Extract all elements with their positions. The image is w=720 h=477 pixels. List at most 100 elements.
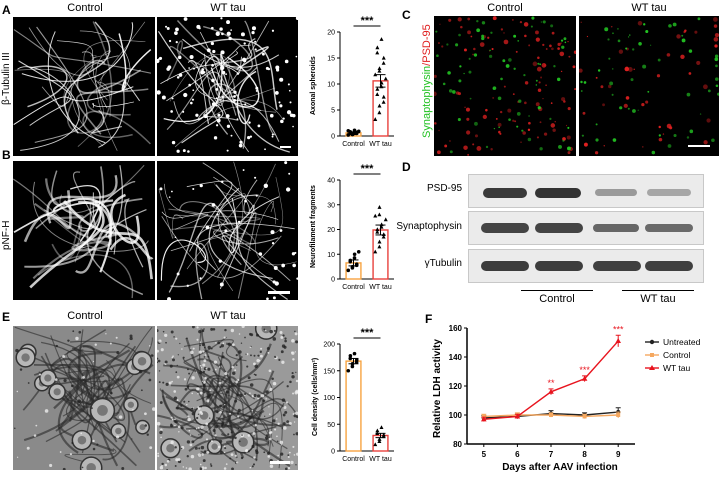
panel-c-channel-label: Synaptophysin/PSD-95 bbox=[421, 24, 433, 138]
panel-b-stain-label: pNF-H bbox=[1, 220, 12, 250]
panel-e-point-control bbox=[348, 353, 353, 358]
panel-a-point-wttau bbox=[381, 100, 386, 104]
blot-group-label-control: Control bbox=[539, 293, 575, 305]
panel-a-point-wttau bbox=[381, 61, 386, 65]
panel-f-chart-ylabel: Relative LDH activity bbox=[432, 339, 443, 438]
panel-e-point-wttau bbox=[381, 432, 386, 437]
panel-e-ytick-label: 150 bbox=[323, 368, 335, 375]
blot-group-label-wttau: WT tau bbox=[640, 293, 676, 305]
panel-b-point-wttau bbox=[373, 213, 378, 218]
panel-e-point-control bbox=[350, 361, 355, 366]
panel-a-ytick-label: 15 bbox=[327, 56, 335, 63]
panel-b-ytick-label: 20 bbox=[327, 227, 335, 234]
panel-f-legend-label-control: Control bbox=[663, 350, 691, 360]
panel-f-ytick-label: 140 bbox=[449, 353, 463, 362]
panel-a-ytick-label: 10 bbox=[327, 82, 335, 89]
blot-row-gtubulin bbox=[468, 249, 704, 283]
panel-b-point-wttau bbox=[381, 234, 386, 239]
panel-f-ytick-label: 80 bbox=[453, 440, 462, 449]
panel-f-point-wttau bbox=[548, 388, 554, 394]
panel-a-scale-bar bbox=[280, 146, 291, 148]
panel-e-point-control bbox=[352, 351, 357, 356]
panel-b-point-wttau bbox=[373, 249, 378, 254]
panel-e-header-control: Control bbox=[67, 310, 103, 322]
panel-label-e: E bbox=[2, 310, 11, 324]
panel-f-chart-xlabel: Days after AAV infection bbox=[502, 462, 618, 473]
panel-a-header-wttau: WT tau bbox=[210, 2, 246, 14]
panel-b-scale-bar bbox=[268, 291, 290, 294]
blot-label-synaptophysin: Synaptophysin bbox=[396, 221, 462, 232]
panel-c-label-synaptophysin: Synaptophysin bbox=[421, 65, 433, 138]
panel-e-point-wttau bbox=[373, 442, 378, 447]
panel-a-point-control bbox=[348, 131, 353, 136]
blot-label-gtubulin: γTubulin bbox=[424, 258, 462, 269]
panel-c-control-micrograph bbox=[434, 16, 576, 156]
panel-e-point-wttau bbox=[375, 428, 380, 433]
panel-f-sig-label: *** bbox=[579, 365, 590, 375]
panel-b-point-wttau bbox=[379, 224, 384, 229]
panel-c-scale-bar bbox=[688, 145, 710, 147]
panel-label-c: C bbox=[402, 8, 411, 22]
panel-b-point-wttau bbox=[377, 205, 382, 209]
panel-f-xtick-label: 7 bbox=[549, 450, 554, 459]
panel-b-point-control bbox=[356, 249, 361, 254]
panel-e-point-control bbox=[348, 356, 353, 361]
panel-a-xtick-label: WT tau bbox=[369, 141, 392, 148]
panel-f-point-wttau bbox=[514, 413, 521, 419]
panel-f-legend-marker-wttau bbox=[649, 365, 655, 370]
panel-f-legend-label-untreated: Untreated bbox=[663, 337, 701, 347]
panel-a-control-micrograph bbox=[13, 17, 155, 156]
panel-e-wttau-micrograph bbox=[157, 326, 298, 470]
panel-f-point-wttau bbox=[581, 375, 588, 381]
panel-a-sig-label: *** bbox=[361, 15, 375, 27]
panel-f-xtick-label: 8 bbox=[582, 450, 587, 459]
panel-a-point-wttau bbox=[373, 72, 378, 77]
panel-a-point-wttau bbox=[377, 66, 382, 70]
panel-a-point-wttau bbox=[379, 37, 384, 41]
panel-f-sig-label: ** bbox=[547, 378, 555, 388]
panel-a-point-wttau bbox=[377, 103, 382, 108]
panel-e-point-wttau bbox=[379, 425, 384, 430]
panel-f-ytick-label: 160 bbox=[449, 324, 463, 333]
panel-b-sig-label: *** bbox=[361, 163, 375, 175]
panel-e-scale-bar bbox=[270, 461, 290, 464]
panel-b-point-control bbox=[354, 262, 359, 266]
panel-e-point-wttau bbox=[377, 439, 382, 443]
blot-group-line-control bbox=[521, 290, 593, 291]
panel-a-point-wttau bbox=[379, 80, 384, 85]
panel-c-wttau-micrograph bbox=[579, 16, 719, 156]
panel-b-wttau-micrograph bbox=[157, 161, 298, 300]
panel-a-point-wttau bbox=[375, 50, 380, 55]
panel-a-chart-ylabel: Axonal spheroids bbox=[310, 56, 317, 115]
panel-a-bar-wttau bbox=[372, 80, 389, 137]
panel-a-point-wttau bbox=[375, 45, 380, 50]
panel-f-xtick-label: 5 bbox=[482, 450, 487, 459]
panel-a-point-wttau bbox=[377, 68, 382, 73]
panel-e-header-wttau: WT tau bbox=[210, 310, 246, 322]
panel-c-header-wttau: WT tau bbox=[631, 2, 667, 14]
panel-a-point-wttau bbox=[375, 92, 380, 96]
panel-a-chart: 0 5 10 15 20 Control WT tau *** bbox=[327, 15, 394, 148]
panel-e-xtick-label: Control bbox=[342, 456, 365, 463]
panel-f-point-wttau bbox=[481, 416, 487, 422]
panel-label-f: F bbox=[425, 312, 433, 326]
panel-f-ytick-label: 120 bbox=[449, 382, 463, 391]
panel-a-header-control: Control bbox=[67, 2, 103, 14]
panel-e-ytick-label: 100 bbox=[323, 395, 335, 402]
panel-f-point-control bbox=[616, 413, 621, 417]
panel-e-control-micrograph bbox=[13, 326, 155, 470]
panel-label-d: D bbox=[402, 160, 411, 174]
panel-a-wttau-micrograph bbox=[157, 17, 298, 156]
panel-f-sig-label: *** bbox=[613, 324, 624, 334]
panel-e-sig-label: *** bbox=[361, 327, 375, 339]
panel-e-ytick-label: 50 bbox=[327, 422, 335, 429]
panel-e-point-control bbox=[346, 368, 351, 373]
panel-c-label-psd95: PSD-95 bbox=[421, 24, 433, 63]
panel-b-point-control bbox=[350, 264, 355, 269]
panel-a-ytick-label: 20 bbox=[327, 30, 335, 37]
panel-b-chart: 0 10 20 30 40 Control WT tau *** bbox=[327, 163, 394, 291]
panel-b-xtick-label: WT tau bbox=[369, 284, 392, 291]
panel-b-control-micrograph bbox=[13, 161, 155, 300]
blot-group-line-wttau bbox=[622, 290, 694, 291]
